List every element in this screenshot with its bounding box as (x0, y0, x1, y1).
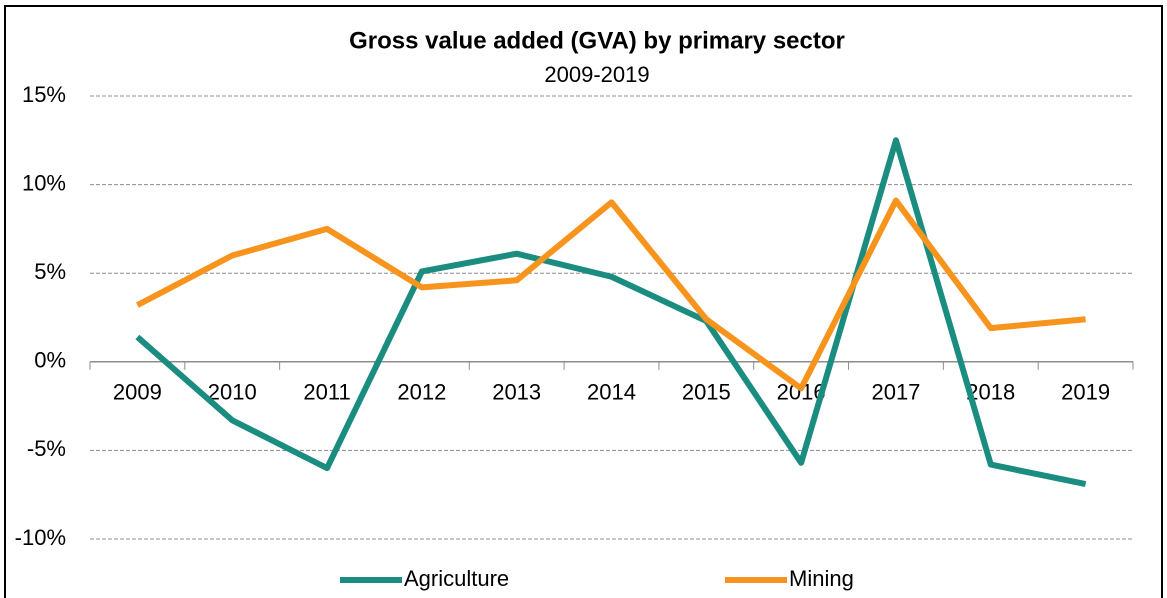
x-tick-label: 2017 (871, 380, 920, 405)
x-tick-label: 2010 (208, 380, 257, 405)
y-tick-label: -5% (27, 436, 66, 461)
frame (4, 5, 1163, 598)
legend-label: Agriculture (404, 566, 509, 591)
x-tick-label: 2013 (492, 380, 541, 405)
x-tick-label: 2012 (397, 380, 446, 405)
x-tick-label: 2014 (587, 380, 636, 405)
y-tick-label: 5% (34, 259, 66, 284)
series-line (135, 137, 1087, 488)
y-tick-label: -10% (15, 525, 66, 550)
x-tick-label: 2015 (682, 380, 731, 405)
y-tick-label: 15% (22, 82, 66, 107)
y-tick-label: 0% (34, 348, 66, 373)
legend-label: Mining (789, 566, 854, 591)
chart-title: Gross value added (GVA) by primary secto… (349, 27, 845, 54)
series-line (136, 197, 1086, 392)
y-tick-label: 10% (22, 170, 66, 195)
chart-subtitle: 2009-2019 (544, 62, 649, 87)
x-tick-label: 2009 (113, 380, 162, 405)
x-tick-label: 2019 (1061, 380, 1110, 405)
x-tick-label: 2011 (303, 380, 350, 405)
